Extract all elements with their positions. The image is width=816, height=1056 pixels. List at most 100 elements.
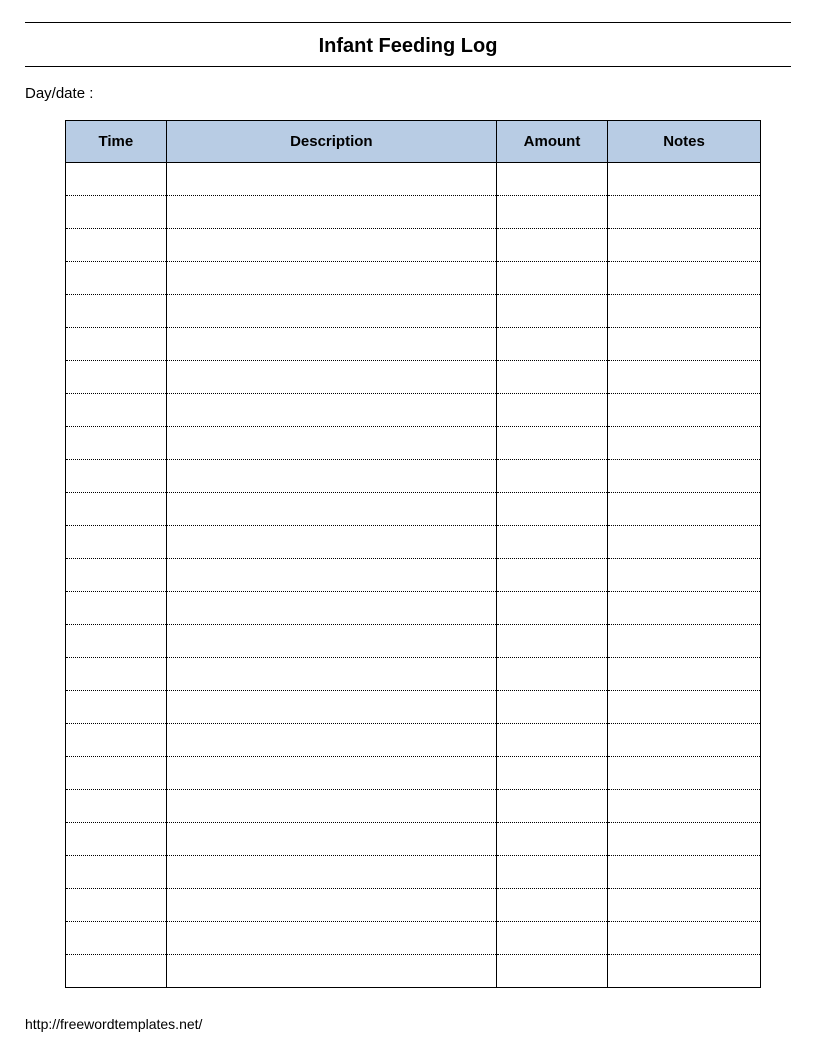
table-cell — [496, 163, 607, 196]
table-row — [66, 460, 761, 493]
date-label: Day/date : — [25, 85, 791, 102]
table-cell — [608, 163, 761, 196]
title-rule-bottom — [25, 66, 791, 67]
table-cell — [66, 493, 167, 526]
table-cell — [608, 625, 761, 658]
table-row — [66, 526, 761, 559]
table-cell — [608, 955, 761, 988]
table-cell — [66, 229, 167, 262]
table-row — [66, 757, 761, 790]
table-cell — [166, 592, 496, 625]
table-cell — [66, 526, 167, 559]
table-cell — [166, 295, 496, 328]
table-cell — [496, 922, 607, 955]
table-cell — [66, 427, 167, 460]
table-cell — [496, 394, 607, 427]
table-row — [66, 823, 761, 856]
table-cell — [166, 625, 496, 658]
table-cell — [166, 724, 496, 757]
column-header-time: Time — [66, 121, 167, 163]
table-cell — [66, 691, 167, 724]
table-row — [66, 559, 761, 592]
table-row — [66, 691, 761, 724]
table-row — [66, 856, 761, 889]
table-cell — [66, 757, 167, 790]
column-header-notes: Notes — [608, 121, 761, 163]
table-cell — [496, 361, 607, 394]
table-cell — [608, 757, 761, 790]
table-cell — [66, 295, 167, 328]
table-cell — [608, 361, 761, 394]
table-wrapper: Time Description Amount Notes — [25, 120, 791, 988]
feeding-log-table: Time Description Amount Notes — [65, 120, 761, 988]
table-cell — [608, 724, 761, 757]
table-cell — [66, 592, 167, 625]
table-cell — [496, 526, 607, 559]
table-cell — [608, 460, 761, 493]
table-cell — [166, 889, 496, 922]
table-cell — [496, 757, 607, 790]
table-header-row: Time Description Amount Notes — [66, 121, 761, 163]
table-cell — [608, 658, 761, 691]
table-cell — [66, 394, 167, 427]
table-cell — [166, 790, 496, 823]
table-cell — [166, 526, 496, 559]
table-cell — [496, 460, 607, 493]
table-cell — [66, 328, 167, 361]
table-cell — [166, 658, 496, 691]
table-cell — [66, 625, 167, 658]
table-cell — [66, 955, 167, 988]
table-cell — [608, 427, 761, 460]
table-cell — [166, 361, 496, 394]
table-row — [66, 229, 761, 262]
table-cell — [66, 163, 167, 196]
table-cell — [166, 559, 496, 592]
table-cell — [608, 856, 761, 889]
table-cell — [608, 526, 761, 559]
table-cell — [608, 262, 761, 295]
table-cell — [166, 394, 496, 427]
table-cell — [608, 196, 761, 229]
table-cell — [608, 295, 761, 328]
table-row — [66, 955, 761, 988]
table-row — [66, 262, 761, 295]
table-cell — [496, 724, 607, 757]
table-cell — [608, 394, 761, 427]
table-cell — [66, 856, 167, 889]
column-header-description: Description — [166, 121, 496, 163]
table-body — [66, 163, 761, 988]
table-cell — [66, 790, 167, 823]
table-cell — [608, 823, 761, 856]
table-row — [66, 295, 761, 328]
table-cell — [496, 295, 607, 328]
table-cell — [608, 229, 761, 262]
table-cell — [496, 658, 607, 691]
table-row — [66, 592, 761, 625]
table-cell — [66, 559, 167, 592]
table-cell — [608, 493, 761, 526]
table-row — [66, 328, 761, 361]
title-section: Infant Feeding Log — [25, 22, 791, 67]
table-cell — [496, 559, 607, 592]
table-row — [66, 889, 761, 922]
table-cell — [496, 262, 607, 295]
table-row — [66, 163, 761, 196]
table-row — [66, 493, 761, 526]
table-cell — [66, 922, 167, 955]
table-cell — [608, 328, 761, 361]
table-cell — [66, 724, 167, 757]
table-cell — [166, 427, 496, 460]
title-rule-top — [25, 22, 791, 23]
table-cell — [608, 592, 761, 625]
table-cell — [166, 757, 496, 790]
table-cell — [608, 922, 761, 955]
table-cell — [496, 856, 607, 889]
table-cell — [166, 262, 496, 295]
table-cell — [166, 460, 496, 493]
table-row — [66, 361, 761, 394]
table-cell — [496, 427, 607, 460]
table-cell — [66, 262, 167, 295]
table-cell — [166, 196, 496, 229]
footer-link: http://freewordtemplates.net/ — [25, 1016, 202, 1032]
table-cell — [66, 460, 167, 493]
